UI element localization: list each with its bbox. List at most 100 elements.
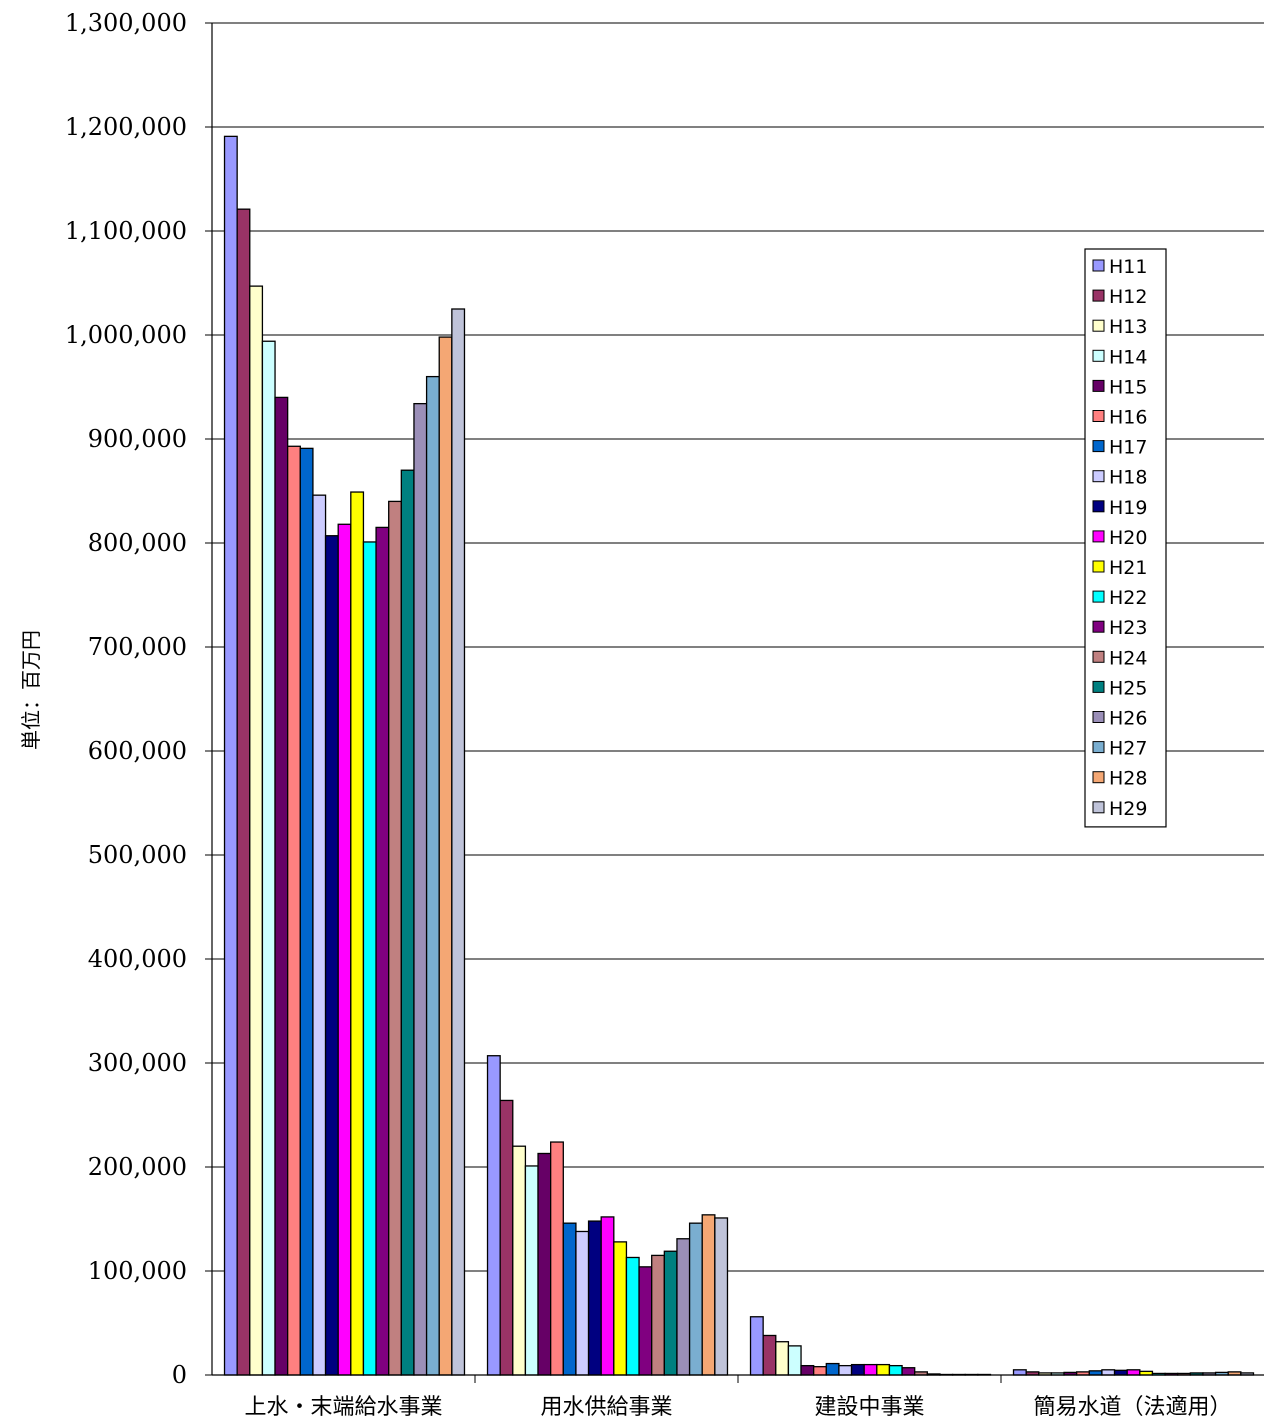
bar-H19-1 xyxy=(587,1220,602,1376)
bar-H11-3 xyxy=(1012,1369,1027,1376)
bar-H17-2 xyxy=(825,1362,840,1376)
legend-label: H11 xyxy=(1109,256,1147,278)
legend-label: H29 xyxy=(1109,798,1147,820)
bar-H20-0 xyxy=(337,523,352,1376)
x-category-label: 簡易水道（法適用） xyxy=(1033,1395,1231,1420)
bar-H23-2 xyxy=(901,1367,916,1376)
bar-H23-0 xyxy=(375,526,390,1376)
x-category-label: 用水供給事業 xyxy=(540,1395,672,1420)
bar-H12-0 xyxy=(236,208,251,1376)
bar-H29-1 xyxy=(714,1217,729,1376)
bar-H22-2 xyxy=(888,1364,903,1376)
bar-H27-1 xyxy=(688,1222,703,1376)
legend-label: H18 xyxy=(1109,467,1147,489)
y-tick-label: 400,000 xyxy=(88,945,187,973)
bar-H24-0 xyxy=(388,500,402,1376)
legend-label: H22 xyxy=(1109,587,1147,609)
y-tick-label: 1,100,000 xyxy=(65,217,187,245)
bar-H11-0 xyxy=(223,135,238,1376)
bar-H15-0 xyxy=(274,396,289,1376)
legend-swatch xyxy=(1092,590,1105,603)
bar-H23-1 xyxy=(638,1266,653,1376)
bar-H25-0 xyxy=(400,469,415,1376)
y-tick-label: 700,000 xyxy=(88,633,187,661)
x-category-label: 上水・末端給水事業 xyxy=(244,1395,442,1420)
legend: H11 H12 H13 H14 H15 H16 H17 H18 H19 H20 H21 H22 H23 H… xyxy=(1084,248,1167,828)
legend-label: H27 xyxy=(1109,738,1147,760)
bar-H13-2 xyxy=(775,1341,790,1376)
bar-H19-3 xyxy=(1113,1369,1128,1376)
legend-swatch xyxy=(1092,620,1105,633)
bar-H18-3 xyxy=(1101,1369,1116,1376)
y-tick-label: 1,200,000 xyxy=(65,113,187,141)
y-tick-label: 0 xyxy=(172,1361,187,1389)
legend-swatch xyxy=(1092,349,1105,362)
bar-H16-2 xyxy=(813,1366,827,1376)
x-category-label: 建設中事業 xyxy=(814,1395,924,1420)
legend-label: H12 xyxy=(1109,286,1147,308)
legend-label: H28 xyxy=(1109,768,1147,790)
legend-label: H21 xyxy=(1109,557,1147,579)
bar-H19-0 xyxy=(324,535,339,1376)
legend-label: H23 xyxy=(1109,617,1147,639)
y-axis-label: 単位：百万円 xyxy=(19,630,43,750)
y-tick-label: 300,000 xyxy=(88,1049,187,1077)
bar-H18-1 xyxy=(575,1230,590,1376)
legend-label: H19 xyxy=(1109,497,1147,519)
bar-H20-1 xyxy=(600,1216,615,1376)
bar-H28-0 xyxy=(438,336,453,1376)
bar-H24-1 xyxy=(651,1254,665,1376)
x-axis-categories: 上水・末端給水事業 用水供給事業 建設中事業 簡易水道（法適用） xyxy=(244,1375,1232,1420)
legend-swatch xyxy=(1092,680,1105,693)
legend-swatch xyxy=(1092,259,1105,272)
y-tick-label: 500,000 xyxy=(88,841,187,869)
bar-H18-0 xyxy=(312,494,327,1376)
bar-H17-1 xyxy=(562,1222,577,1376)
legend-swatch xyxy=(1092,560,1105,573)
bar-H26-0 xyxy=(413,402,428,1376)
bar-H14-1 xyxy=(524,1165,539,1376)
legend-swatch xyxy=(1092,530,1105,543)
legend-swatch xyxy=(1092,289,1105,302)
legend-swatch xyxy=(1092,440,1105,453)
legend-label: H20 xyxy=(1109,527,1147,549)
legend-label: H13 xyxy=(1109,316,1147,338)
legend-label: H14 xyxy=(1109,346,1147,368)
legend-label: H25 xyxy=(1109,677,1147,699)
bar-H15-1 xyxy=(537,1152,552,1376)
y-tick-label: 100,000 xyxy=(88,1257,187,1285)
bar-H13-1 xyxy=(512,1145,527,1376)
y-axis-ticks: 0 100,000 200,000 300,000 400,000 500,000 600,… xyxy=(65,9,212,1389)
bar-H25-1 xyxy=(663,1250,678,1376)
bar-H20-3 xyxy=(1126,1369,1141,1376)
bar-H27-0 xyxy=(425,375,440,1376)
legend-swatch xyxy=(1092,410,1105,422)
y-tick-label: 1,000,000 xyxy=(65,321,187,349)
bar-H22-0 xyxy=(362,541,377,1376)
bar-H12-2 xyxy=(762,1334,777,1376)
bar-H17-0 xyxy=(299,447,314,1376)
bar-H22-1 xyxy=(625,1256,640,1376)
bar-H12-1 xyxy=(499,1099,514,1376)
legend-swatch xyxy=(1092,711,1105,723)
y-tick-label: 200,000 xyxy=(88,1153,187,1181)
bar-H14-0 xyxy=(261,340,276,1376)
bar-H16-1 xyxy=(550,1141,564,1376)
bar-H28-1 xyxy=(701,1214,716,1376)
bar-H20-2 xyxy=(863,1363,878,1376)
y-tick-label: 800,000 xyxy=(88,529,187,557)
legend-swatch xyxy=(1092,379,1105,392)
bar-H26-1 xyxy=(676,1238,691,1376)
bar-H21-1 xyxy=(613,1241,628,1376)
bar-H15-2 xyxy=(800,1364,815,1376)
y-tick-label: 900,000 xyxy=(88,425,187,453)
legend-label: H26 xyxy=(1109,708,1147,730)
legend-label: H16 xyxy=(1109,407,1147,429)
legend-label: H17 xyxy=(1109,437,1147,459)
legend-swatch xyxy=(1092,650,1105,663)
bar-H13-0 xyxy=(249,285,264,1376)
y-tick-label: 1,300,000 xyxy=(65,9,187,37)
bar-H19-2 xyxy=(850,1363,865,1376)
legend-swatch xyxy=(1092,470,1105,483)
